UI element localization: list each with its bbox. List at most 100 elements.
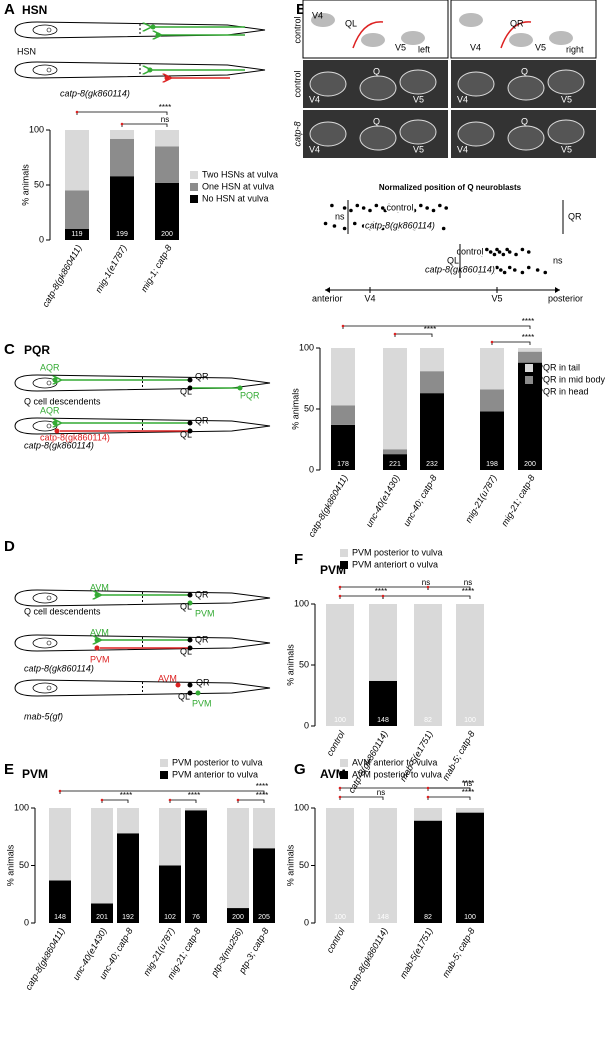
seam-cell (401, 31, 425, 45)
n-label: 192 (122, 914, 134, 921)
cartoon-label: V5 (395, 42, 406, 52)
cell-label: QR (195, 415, 209, 425)
data-point (431, 224, 436, 228)
n-label: 221 (389, 461, 401, 468)
cell-label: Q cell descendents (24, 396, 101, 406)
bracket-dot (100, 798, 104, 802)
cell (187, 592, 193, 598)
data-point (495, 265, 499, 270)
cell (187, 420, 193, 426)
n-label: 76 (192, 914, 200, 921)
bar-segment (185, 808, 207, 811)
cell (54, 428, 60, 434)
bar-segment (456, 812, 484, 923)
legend-label: AVM posterior to vulva (352, 769, 442, 779)
pharynx (32, 24, 58, 36)
data-point (419, 203, 423, 208)
nucleus (46, 640, 52, 646)
data-point (387, 203, 391, 208)
bracket-dot (426, 585, 430, 589)
nucleus (46, 67, 52, 73)
cell (187, 682, 193, 688)
data-point (441, 226, 446, 231)
cell (187, 428, 193, 434)
data-point (352, 221, 357, 226)
panel-letter: A (4, 1, 15, 18)
cell-outline (457, 71, 495, 97)
cell (187, 645, 193, 651)
bar-segment (227, 908, 249, 923)
n-label: 102 (164, 914, 176, 921)
cell-outline (507, 125, 545, 151)
significance-bracket (339, 595, 384, 599)
data-point (403, 221, 408, 226)
x-tick-label: unc-40(e1430) (364, 473, 402, 529)
bracket-dot (338, 786, 342, 790)
significance-bracket (121, 123, 168, 127)
cell-label: QR (195, 634, 209, 644)
n-label: 148 (54, 914, 66, 921)
bar-segment (65, 190, 89, 229)
y-tick-label: 50 (19, 860, 29, 870)
data-point (383, 208, 388, 213)
data-point (487, 268, 492, 272)
cell-label: mab-5(gf) (24, 711, 63, 721)
n-label: 198 (486, 461, 498, 468)
y-tick-label: 0 (304, 917, 309, 927)
bar-segment (227, 808, 249, 909)
y-tick-label: 0 (24, 917, 29, 927)
cell-label: QL (180, 429, 192, 439)
y-tick-label: 0 (309, 464, 314, 474)
significance: **** (159, 103, 171, 112)
legend-swatch (525, 388, 533, 396)
image-label: V4 (457, 94, 468, 104)
cartoon-label: QL (345, 18, 357, 28)
bar-segment (414, 808, 442, 821)
significance: ns (553, 255, 563, 265)
legend-label: PVM posterior to vulva (352, 547, 443, 557)
bar-segment (518, 351, 542, 363)
bar-segment (155, 146, 179, 183)
bracket-dot (426, 786, 430, 790)
data-point (361, 224, 366, 228)
significance: ns (335, 211, 345, 221)
bar-segment (91, 808, 113, 904)
image-label: V5 (561, 94, 572, 104)
cell-label: QL (180, 386, 192, 396)
y-tick-label: 100 (294, 598, 309, 608)
cell-label: QR (195, 589, 209, 599)
data-point (492, 252, 497, 257)
cell (52, 377, 58, 383)
n-label: 82 (424, 914, 432, 921)
bar-segment (331, 348, 355, 406)
significance: ns (464, 779, 472, 788)
row-label: catp-8 (292, 121, 302, 146)
image-label: Q (521, 66, 528, 76)
significance-bracket (339, 796, 384, 800)
data-point (467, 265, 471, 270)
bracket-dot (120, 122, 124, 126)
cell-outline (399, 119, 437, 145)
y-tick-label: 50 (299, 860, 309, 870)
n-label: 201 (96, 914, 108, 921)
n-label: 232 (426, 461, 438, 468)
data-point (342, 226, 347, 231)
data-point (520, 247, 525, 252)
data-point (396, 226, 400, 231)
seam-cell (361, 33, 385, 47)
data-point (543, 270, 548, 275)
bar-segment (65, 130, 89, 191)
data-point (421, 221, 426, 226)
data-point (393, 206, 398, 210)
legend-label: PQR in mid body (537, 374, 606, 384)
cell-label: catp-8(gk860114) (24, 663, 94, 673)
cell-outline (309, 71, 347, 97)
seam-cell (549, 31, 573, 45)
data-point (355, 203, 360, 208)
pharynx (32, 64, 58, 76)
data-point (514, 252, 518, 257)
n-label: 119 (71, 231, 82, 238)
bar-segment (331, 424, 355, 470)
n-label: 199 (116, 231, 128, 238)
cell-outline (457, 121, 495, 147)
